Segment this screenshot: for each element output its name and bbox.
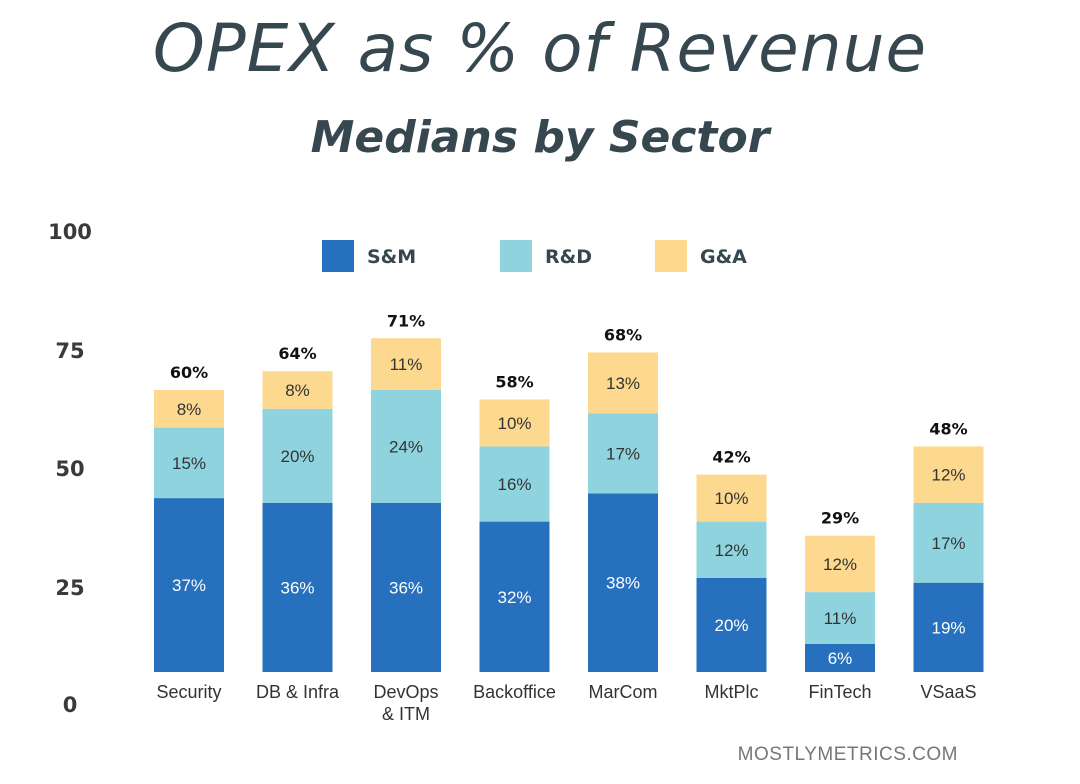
legend-label: R&D [545,246,592,268]
segment-label: 12% [714,541,748,560]
bar-segment [262,408,333,503]
bar-segment [154,427,224,499]
y-tick-label: 0 [63,693,78,717]
legend-swatch [500,240,532,272]
segment-label: 12% [823,555,857,574]
bar-group: 32% 16% 10% 58% [479,372,550,672]
chart-title: OPEX as % of Revenue [152,10,928,87]
segment-label: 37% [172,576,206,595]
segment-label: 13% [606,374,640,393]
segment-label: 20% [280,447,314,466]
bar-group: 36% 20% 8% 64% [262,344,333,672]
segment-label: 11% [824,609,857,628]
bar-segment [154,390,224,428]
bar-total-label: 60% [170,363,208,382]
bar-segment [371,390,441,503]
legend-swatch [655,240,687,272]
segment-label: 38% [606,574,640,593]
bar-segment [371,338,441,390]
bar-total-label: 64% [278,344,316,363]
bar-group: 37% 15% 8% 60% [154,363,224,672]
segment-label: 10% [497,414,531,433]
legend-item: S&M [322,240,416,272]
segment-label: 8% [177,400,202,419]
segment-label: 8% [285,381,310,400]
bar-group: 36% 24% 11% 71% [371,311,441,672]
bar-segment [913,502,984,583]
segment-label: 6% [828,649,853,668]
legend-label: S&M [367,246,416,268]
segment-label: 12% [931,466,965,485]
bar-total-label: 48% [929,419,967,438]
bar-segment [479,399,550,447]
segment-label: 24% [389,437,423,456]
bar-group: 19% 17% 12% 48% [913,419,984,672]
segment-label: 11% [390,355,423,374]
bar-total-label: 29% [821,509,859,528]
bar-segment [262,371,333,409]
segment-label: 36% [389,578,423,597]
x-tick-label: & ITM [382,704,430,724]
segment-label: 10% [714,489,748,508]
x-tick-label: Backoffice [473,682,556,702]
x-tick-label: VSaaS [920,682,976,702]
bar-segment [479,446,550,522]
bar-segment [154,498,224,672]
bar-segment [479,521,550,672]
legend-item: R&D [500,240,592,272]
y-tick-label: 75 [55,339,84,363]
bar-segment [913,446,984,503]
bar-segment [805,535,875,593]
bar-segment [696,521,767,578]
bar-total-label: 42% [712,448,750,467]
segment-label: 36% [280,578,314,597]
x-tick-label: MktPlc [705,682,759,702]
bar-segment [588,413,658,494]
bar-group: 38% 17% 13% 68% [588,325,658,672]
bar-segment [913,582,984,672]
segment-label: 19% [931,618,965,637]
bar-group: 6% 11% 12% 29% [805,509,875,672]
bar-segment [696,578,767,672]
x-tick-label: Security [156,682,221,702]
bar-total-label: 71% [387,311,425,330]
y-tick-label: 25 [55,576,84,600]
segment-label: 20% [714,616,748,635]
bar-segment [696,474,767,522]
x-tick-label: MarCom [588,682,657,702]
bar-segment [588,493,658,672]
x-tick-label: DB & Infra [256,682,340,702]
bar-segment [805,592,875,644]
segment-label: 17% [931,534,965,553]
segment-label: 17% [606,444,640,463]
legend-swatch [322,240,354,272]
y-tick-label: 50 [55,457,84,481]
bar-segment [805,643,875,672]
bar-total-label: 68% [604,325,642,344]
legend-item: G&A [655,240,747,272]
y-tick-label: 100 [48,220,92,244]
watermark: MOSTLYMETRICS.COM [737,744,958,765]
bar-group: 20% 12% 10% 42% [696,448,767,672]
segment-label: 16% [497,475,531,494]
bar-segment [371,502,441,672]
chart-subtitle: Medians by Sector [310,112,770,163]
x-tick-label: DevOps [373,682,438,702]
bar-total-label: 58% [495,372,533,391]
bar-segment [588,352,658,414]
segment-label: 15% [172,454,206,473]
segment-label: 32% [497,588,531,607]
x-tick-label: FinTech [808,682,871,702]
legend-label: G&A [700,246,747,268]
bar-segment [262,502,333,672]
